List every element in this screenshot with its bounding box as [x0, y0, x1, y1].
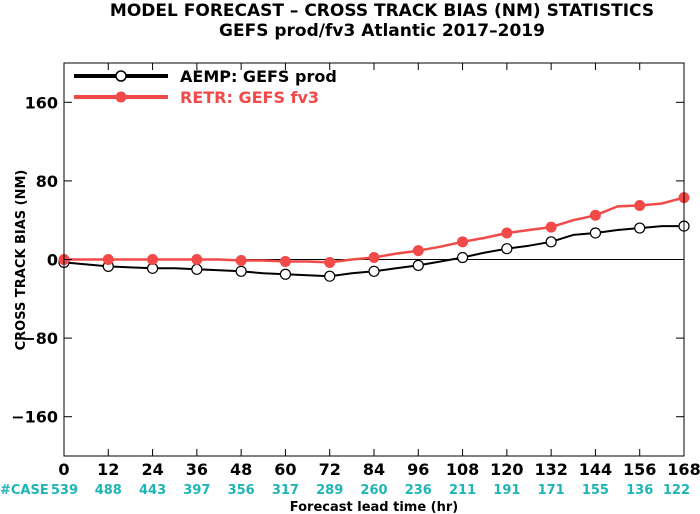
- y-tick-label: −160: [11, 408, 58, 427]
- data-point-retr: [368, 252, 380, 264]
- x-tick-label: 48: [230, 460, 252, 479]
- ticks-layer: [63, 63, 685, 456]
- data-point-aemp: [235, 265, 247, 277]
- case-label: #CASE: [0, 483, 49, 498]
- x-axis-label: Forecast lead time (hr): [290, 500, 458, 514]
- x-tick-label: 12: [97, 460, 119, 479]
- y-tick-label: 0: [47, 251, 58, 270]
- y-axis-label: CROSS TRACK BIAS (NM): [14, 170, 29, 351]
- case-count: 236: [405, 483, 432, 498]
- data-point-aemp: [191, 263, 203, 275]
- y-tick-label: 80: [36, 172, 58, 191]
- case-count: 191: [493, 483, 520, 498]
- x-tick-label: 120: [490, 460, 523, 479]
- case-count: 289: [316, 483, 343, 498]
- tick-labels-layer: 0 12 24 36 48 60 72 84 96 108 120 132 144 156 168 160 80…: [11, 93, 700, 479]
- data-point-retr: [191, 254, 203, 265]
- case-count: 122: [663, 483, 690, 498]
- case-count: 317: [272, 483, 299, 498]
- x-tick-label: 24: [141, 460, 163, 479]
- case-count: 211: [449, 483, 476, 498]
- data-point-aemp: [412, 259, 424, 271]
- x-tick-label: 132: [534, 460, 567, 479]
- case-count: 171: [538, 483, 565, 498]
- legend: AEMP: GEFS prod RETR: GEFS fv3: [74, 67, 337, 107]
- case-count: 539: [51, 483, 78, 498]
- data-point-retr: [412, 245, 424, 257]
- data-point-retr: [457, 236, 469, 248]
- data-point-aemp: [368, 265, 380, 277]
- case-count: 155: [582, 483, 609, 498]
- case-count: 356: [228, 483, 255, 498]
- x-tick-label: 36: [186, 460, 208, 479]
- x-tick-label: 84: [363, 460, 385, 479]
- data-point-retr: [324, 256, 336, 268]
- legend-marker-retr: [115, 91, 127, 103]
- case-counts: 539 488 443 397 356 317 289 260 236 211 191 171 155 1…: [51, 483, 690, 498]
- data-point-retr: [501, 227, 513, 239]
- x-tick-label: 72: [319, 460, 341, 479]
- x-tick-label: 60: [274, 460, 296, 479]
- case-count: 397: [183, 483, 210, 498]
- data-point-retr: [279, 255, 291, 267]
- chart-title: MODEL FORECAST – CROSS TRACK BIAS (NM) S…: [110, 1, 654, 21]
- x-tick-label: 156: [623, 460, 656, 479]
- data-point-retr: [589, 209, 601, 221]
- data-point-retr: [634, 199, 646, 211]
- case-count: 260: [360, 483, 387, 498]
- legend-label-aemp: AEMP: GEFS prod: [180, 67, 337, 86]
- data-point-aemp: [456, 251, 469, 264]
- y-tick-label: 160: [25, 93, 58, 112]
- case-count: 136: [626, 483, 653, 498]
- x-tick-label: 0: [58, 460, 69, 479]
- data-point-retr: [147, 254, 159, 265]
- x-tick-label: 96: [407, 460, 429, 479]
- data-point-retr: [235, 254, 247, 266]
- data-point-retr: [545, 221, 557, 233]
- x-tick-label: 108: [446, 460, 479, 479]
- data-point-retr: [102, 254, 114, 265]
- data-point-aemp: [279, 268, 292, 280]
- data-point-aemp: [545, 236, 557, 248]
- series-layer: [58, 192, 690, 282]
- x-tick-label: 168: [667, 460, 700, 479]
- data-point-aemp: [634, 222, 646, 234]
- chart-subtitle: GEFS prod/fv3 Atlantic 2017–2019: [219, 21, 545, 41]
- legend-marker-aemp: [115, 70, 127, 82]
- y-tick-label: −80: [22, 329, 58, 348]
- case-count: 443: [139, 483, 166, 498]
- x-tick-label: 144: [579, 460, 612, 479]
- data-point-aemp: [589, 227, 602, 239]
- data-point-aemp: [324, 270, 336, 282]
- case-count: 488: [95, 483, 122, 498]
- data-point-aemp: [501, 243, 513, 255]
- legend-label-retr: RETR: GEFS fv3: [180, 88, 319, 107]
